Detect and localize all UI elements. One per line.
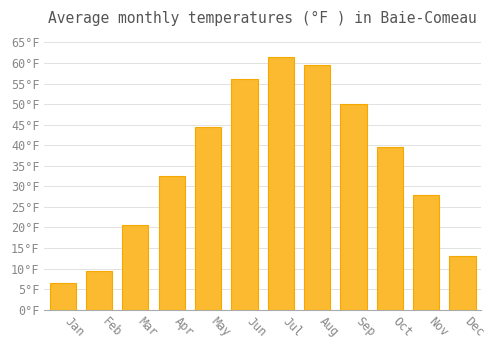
Title: Average monthly temperatures (°F ) in Baie-Comeau: Average monthly temperatures (°F ) in Ba…	[48, 11, 477, 26]
Bar	[413, 195, 440, 310]
Bar	[195, 127, 221, 310]
Bar	[158, 176, 185, 310]
Bar	[50, 283, 76, 310]
Bar	[268, 57, 294, 310]
Bar	[450, 256, 475, 310]
Bar	[86, 271, 112, 310]
Bar	[377, 147, 403, 310]
Bar	[304, 65, 330, 310]
Bar	[340, 104, 366, 310]
Bar	[232, 79, 258, 310]
Bar	[122, 225, 148, 310]
